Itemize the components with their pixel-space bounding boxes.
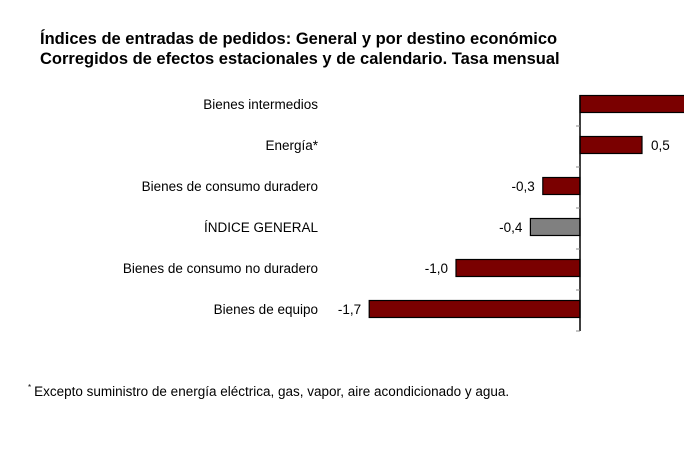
bar (542, 176, 581, 196)
value-label: -1,0 (425, 261, 448, 276)
chart-title: Índices de entradas de pedidos: General … (40, 30, 558, 48)
category-label: Bienes de equipo (214, 302, 318, 317)
value-label: -1,7 (338, 302, 361, 317)
chart-subtitle: Corregidos de efectos estacionales y de … (40, 50, 560, 68)
footnote-marker: * (28, 383, 32, 392)
bar (579, 135, 643, 155)
category-label: Bienes de consumo duradero (142, 179, 318, 194)
bar (368, 299, 581, 319)
bar (529, 217, 581, 237)
category-label: Energía* (265, 138, 318, 153)
value-label: 0,5 (651, 138, 670, 153)
value-label: -0,4 (499, 220, 523, 235)
category-label: Bienes de consumo no duradero (123, 261, 318, 276)
category-label: Bienes intermedios (203, 97, 318, 112)
category-label: ÍNDICE GENERAL (204, 220, 319, 235)
bar (455, 258, 581, 278)
footnote-text: Excepto suministro de energía eléctrica,… (34, 384, 510, 399)
footnote: * Excepto suministro de energía eléctrica… (28, 383, 510, 399)
value-label: -0,3 (512, 179, 535, 194)
bar (579, 94, 684, 114)
